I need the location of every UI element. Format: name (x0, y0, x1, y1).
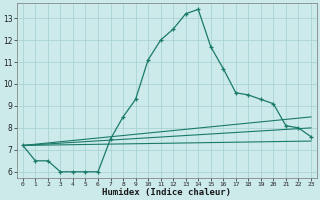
X-axis label: Humidex (Indice chaleur): Humidex (Indice chaleur) (102, 188, 231, 197)
